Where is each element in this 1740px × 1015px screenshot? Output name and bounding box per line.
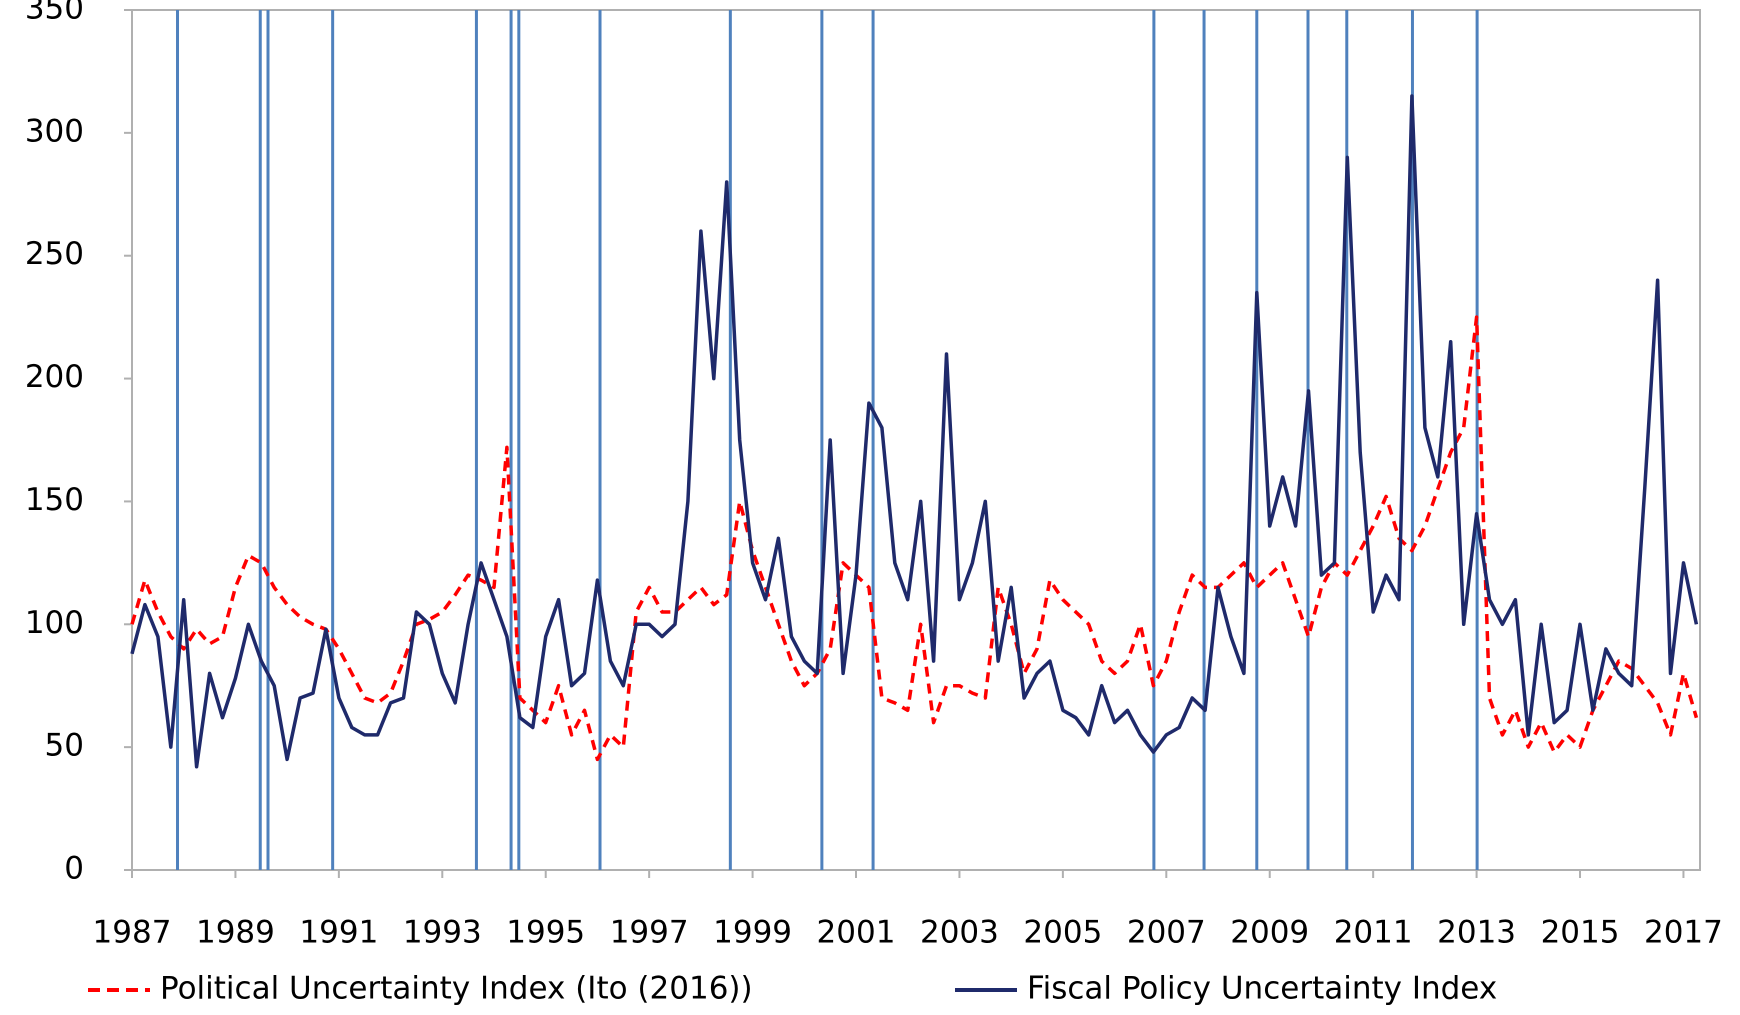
x-tick-label: 2005 bbox=[1023, 915, 1102, 951]
plot-area bbox=[131, 9, 1701, 871]
x-tick-label: 2007 bbox=[1127, 915, 1206, 951]
legend-label: Political Uncertainty Index (Ito (2016)) bbox=[160, 971, 753, 1007]
y-tick-label: 300 bbox=[25, 113, 84, 149]
y-tick-label: 100 bbox=[25, 605, 84, 641]
x-tick-label: 1995 bbox=[506, 915, 585, 951]
x-tick-label: 1987 bbox=[93, 915, 172, 951]
x-tick-label: 2011 bbox=[1334, 915, 1413, 951]
x-tick-label: 1989 bbox=[196, 915, 275, 951]
x-tick-label: 2013 bbox=[1437, 915, 1516, 951]
x-tick-label: 2015 bbox=[1541, 915, 1620, 951]
series-line bbox=[130, 94, 1699, 769]
x-tick-label: 1991 bbox=[299, 915, 378, 951]
x-tick-label: 2009 bbox=[1230, 915, 1309, 951]
y-tick-label: 350 bbox=[25, 0, 84, 27]
x-tick-label: 1997 bbox=[610, 915, 689, 951]
y-tick-label: 250 bbox=[25, 236, 84, 272]
x-tick-label: 2001 bbox=[817, 915, 896, 951]
series-line bbox=[130, 315, 1699, 762]
y-tick-label: 50 bbox=[45, 728, 84, 764]
x-tick-label: 2003 bbox=[920, 915, 999, 951]
x-tick-label: 1999 bbox=[713, 915, 792, 951]
legend-label: Fiscal Policy Uncertainty Index bbox=[1027, 971, 1497, 1007]
x-tick-label: 2017 bbox=[1644, 915, 1723, 951]
y-tick-label: 200 bbox=[25, 359, 84, 395]
x-tick-label: 1993 bbox=[403, 915, 482, 951]
y-tick-label: 150 bbox=[25, 482, 84, 518]
y-tick-label: 0 bbox=[64, 851, 84, 887]
